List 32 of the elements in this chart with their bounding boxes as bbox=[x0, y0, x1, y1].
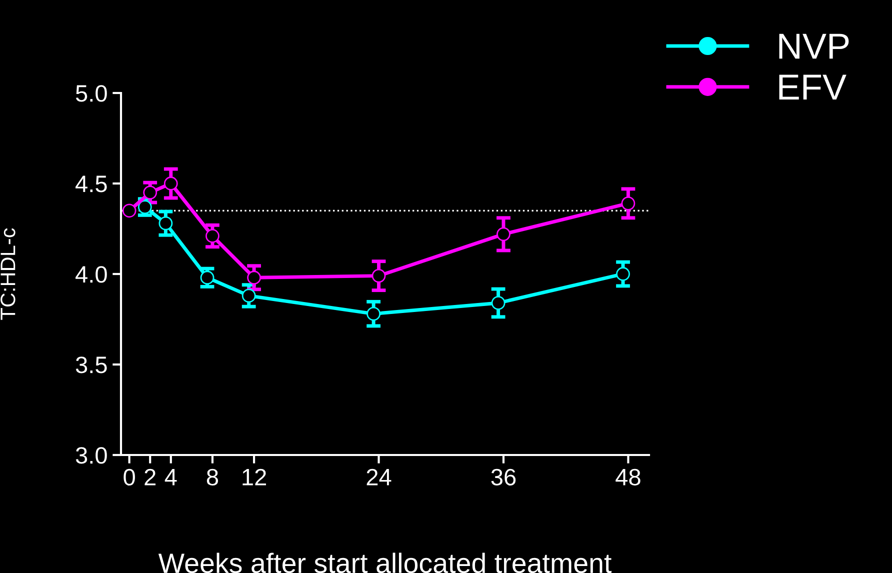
legend-label: EFV bbox=[779, 74, 846, 100]
y-tick-label: 3.5 bbox=[76, 356, 107, 374]
point bbox=[164, 176, 178, 190]
y-tick-label: 3.0 bbox=[76, 447, 107, 464]
point bbox=[200, 270, 214, 285]
point bbox=[122, 204, 136, 218]
point bbox=[496, 227, 510, 242]
point bbox=[242, 288, 256, 303]
y-tick-label: 4.5 bbox=[76, 176, 107, 192]
point bbox=[158, 216, 173, 230]
x-tick-label: 8 bbox=[206, 468, 218, 486]
point bbox=[143, 186, 158, 200]
x-tick-label: 24 bbox=[366, 468, 392, 486]
point bbox=[366, 306, 381, 321]
point bbox=[616, 267, 630, 281]
point bbox=[247, 270, 261, 285]
point bbox=[206, 229, 220, 243]
point bbox=[372, 268, 386, 283]
point bbox=[621, 196, 636, 210]
x-tick-label: 2 bbox=[144, 468, 156, 486]
x-tick-label: 48 bbox=[616, 468, 640, 486]
x-tick-label: 12 bbox=[242, 468, 266, 486]
y-axis-title: TC:HDL-c bbox=[0, 228, 16, 320]
x-tick-label: 0 bbox=[124, 468, 135, 486]
x-tick-label: 36 bbox=[491, 468, 516, 486]
legend-label: NVP bbox=[779, 34, 849, 59]
x-tick-label: 4 bbox=[164, 469, 177, 486]
y-tick-label: 4.0 bbox=[76, 266, 107, 283]
x-axis-title: Weeks after start allocated treatment bbox=[158, 552, 612, 573]
point bbox=[138, 200, 152, 214]
y-tick-label: 5.0 bbox=[76, 85, 107, 102]
point bbox=[491, 296, 506, 310]
